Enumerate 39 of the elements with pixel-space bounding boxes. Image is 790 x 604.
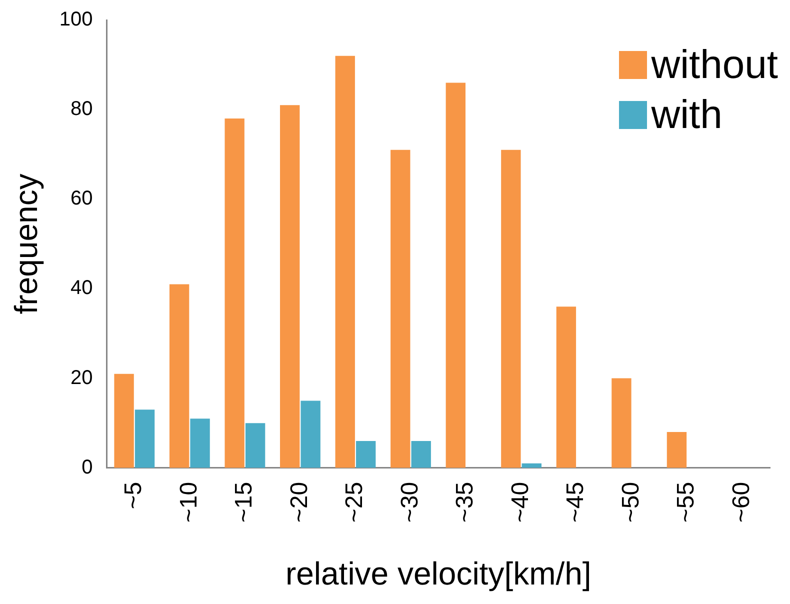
bar (224, 118, 244, 468)
legend-label: with (651, 92, 722, 138)
bar (169, 284, 190, 468)
bar (356, 441, 376, 468)
y-tick-label: 80 (70, 98, 93, 120)
bar (280, 105, 300, 468)
y-tick-label: 20 (70, 366, 93, 389)
bar (134, 410, 155, 468)
x-tick-label: ~60 (728, 482, 755, 523)
bar (335, 56, 355, 468)
x-tick-label: ~45 (562, 482, 590, 523)
y-tick-label: 100 (59, 8, 93, 31)
bar (666, 432, 687, 468)
bar (114, 374, 134, 468)
bar (501, 150, 521, 468)
x-tick-label: ~50 (617, 482, 644, 523)
x-tick-label: ~25 (341, 482, 368, 523)
bar (190, 418, 210, 468)
bar (446, 82, 466, 468)
y-tick-label: 40 (70, 277, 93, 300)
bar (300, 400, 320, 468)
bar (556, 306, 576, 468)
x-tick-label: ~5 (120, 482, 148, 510)
legend-label: without (651, 42, 778, 88)
x-tick-label: ~40 (506, 482, 534, 523)
bar (390, 150, 410, 468)
bar (245, 423, 266, 468)
y-tick-label: 60 (70, 188, 93, 210)
x-axis-title: relative velocity[km/h] (285, 556, 592, 592)
x-tick-label: ~20 (286, 482, 313, 523)
bar (612, 378, 632, 468)
x-tick-label: ~15 (230, 482, 258, 523)
y-axis-title: frequency (8, 174, 44, 314)
x-tick-label: ~35 (452, 482, 479, 523)
y-tick-label: 0 (82, 456, 93, 478)
bar (411, 441, 431, 468)
x-tick-label: ~55 (672, 482, 700, 523)
x-tick-label: ~10 (175, 482, 202, 523)
x-tick-label: ~30 (396, 482, 424, 523)
